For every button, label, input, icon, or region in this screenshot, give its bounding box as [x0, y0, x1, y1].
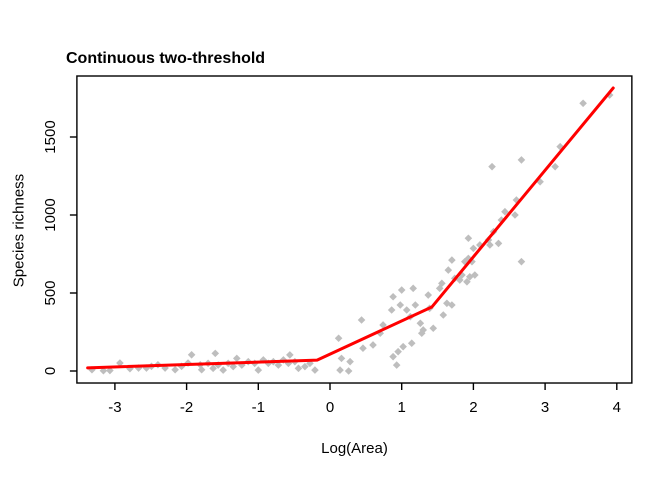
data-point	[409, 284, 417, 293]
data-point	[311, 366, 319, 374]
fit-line	[86, 86, 615, 370]
data-point	[379, 321, 387, 329]
data-point	[396, 301, 405, 309]
data-point	[517, 257, 526, 266]
data-point	[424, 291, 433, 299]
x-tick-label: 2	[469, 399, 477, 416]
data-point	[274, 361, 283, 369]
data-point	[438, 279, 446, 288]
data-point	[88, 365, 96, 374]
data-point	[197, 365, 206, 374]
data-point	[232, 354, 241, 363]
y-tick-label: 0	[42, 367, 59, 375]
data-point	[219, 366, 227, 374]
data-point	[468, 257, 476, 266]
data-point	[464, 234, 473, 243]
data-point	[369, 341, 377, 349]
data-point	[344, 367, 353, 375]
data-point	[161, 364, 169, 372]
data-point	[517, 156, 526, 164]
data-point	[486, 241, 494, 249]
data-point	[556, 142, 564, 151]
data-point	[286, 351, 294, 359]
data-point	[337, 354, 346, 363]
data-point	[399, 342, 407, 351]
data-point	[106, 366, 114, 375]
data-point	[357, 316, 366, 324]
data-point	[429, 324, 438, 333]
data-point	[142, 364, 151, 372]
x-tick-label: 3	[541, 399, 549, 416]
data-point	[211, 349, 220, 358]
x-tick-label: 0	[326, 399, 334, 416]
data-point	[389, 352, 397, 361]
y-tick-label: 1500	[42, 120, 59, 153]
data-point	[301, 362, 309, 371]
data-point	[134, 364, 143, 372]
data-point	[336, 366, 344, 374]
data-point	[463, 277, 471, 286]
data-point	[254, 366, 263, 374]
data-point	[116, 359, 124, 367]
x-tick-label: -3	[108, 399, 121, 416]
data-point	[471, 271, 479, 279]
data-point	[419, 326, 428, 334]
data-point	[448, 256, 456, 264]
data-point	[439, 311, 448, 319]
chart-title: Continuous two-threshold	[66, 50, 266, 67]
data-point	[511, 211, 519, 219]
data-point	[359, 344, 367, 353]
data-point	[488, 162, 496, 171]
data-point	[494, 239, 503, 248]
data-point	[294, 364, 303, 373]
data-point	[458, 271, 466, 279]
data-point	[551, 162, 559, 171]
data-point	[469, 244, 478, 253]
data-point	[346, 357, 354, 366]
data-point	[392, 361, 401, 369]
data-point	[407, 339, 416, 348]
y-tick-label: 1000	[42, 198, 59, 231]
data-point	[334, 334, 343, 343]
y-axis-label: Species richness	[10, 173, 28, 288]
data-point	[187, 350, 196, 359]
data-point	[444, 266, 453, 274]
x-tick-label: -2	[180, 399, 193, 416]
data-point	[460, 257, 469, 266]
data-point	[411, 301, 420, 309]
data-point	[171, 365, 179, 374]
data-point	[501, 207, 509, 216]
x-tick-label: -1	[252, 399, 265, 416]
data-point	[177, 362, 186, 371]
data-point	[387, 306, 396, 314]
x-tick-label: 4	[613, 399, 621, 416]
data-point	[126, 364, 134, 373]
data-point	[402, 306, 411, 314]
data-point	[448, 301, 456, 309]
data-point	[435, 284, 444, 293]
y-tick-label: 500	[42, 280, 59, 305]
data-point	[605, 91, 614, 99]
data-point	[579, 99, 587, 108]
data-point	[209, 364, 217, 373]
data-point	[416, 319, 425, 328]
data-point	[229, 362, 238, 371]
x-axis-label: Log(Area)	[321, 440, 388, 457]
data-point	[443, 299, 451, 308]
x-tick-label: 1	[398, 399, 406, 416]
data-point	[397, 286, 406, 294]
data-point	[394, 347, 402, 356]
plot-box	[76, 75, 633, 384]
data-point	[389, 292, 397, 301]
data-point	[476, 241, 484, 249]
